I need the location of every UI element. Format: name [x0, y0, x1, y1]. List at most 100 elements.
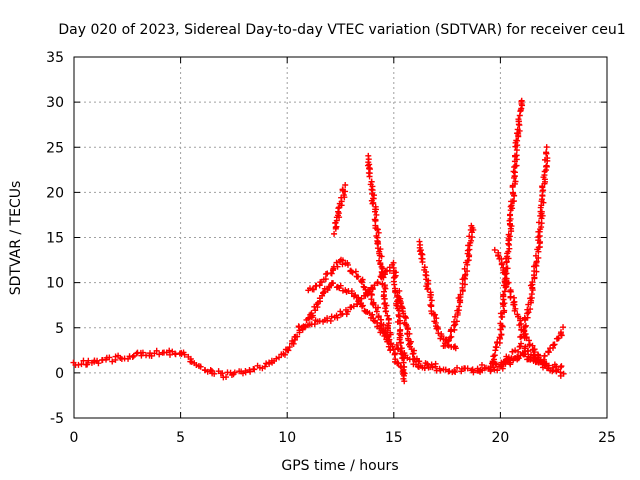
- data-point: [339, 186, 346, 193]
- data-point: [396, 336, 403, 343]
- data-point: [392, 350, 399, 357]
- data-point: [538, 208, 545, 215]
- data-point: [533, 268, 540, 275]
- data-point: [558, 329, 565, 336]
- data-point: [545, 348, 552, 355]
- data-point: [251, 366, 258, 373]
- data-point: [341, 194, 348, 201]
- data-point: [501, 307, 508, 314]
- data-point: [382, 285, 389, 292]
- x-tick-label: 20: [491, 430, 509, 446]
- series-track-b: [305, 256, 408, 378]
- data-point: [298, 325, 305, 332]
- data-point: [391, 281, 398, 288]
- data-point: [506, 212, 513, 219]
- data-point: [294, 333, 301, 340]
- data-point: [369, 311, 376, 318]
- data-point: [521, 351, 528, 358]
- data-point: [461, 265, 468, 272]
- grid: [74, 57, 607, 418]
- data-point: [535, 244, 542, 251]
- data-point: [456, 303, 463, 310]
- data-point: [427, 294, 434, 301]
- data-point: [296, 329, 303, 336]
- data-point: [452, 369, 459, 376]
- data-point: [419, 259, 426, 266]
- data-point: [381, 295, 388, 302]
- x-tick-label: 0: [70, 430, 79, 446]
- data-point: [342, 181, 349, 188]
- data-point: [494, 367, 501, 374]
- data-point: [211, 370, 218, 377]
- data-point: [109, 358, 116, 365]
- series-rise-2: [440, 222, 477, 350]
- data-point: [401, 378, 408, 385]
- data-point: [541, 352, 548, 359]
- data-point: [373, 308, 380, 315]
- data-point: [495, 252, 502, 259]
- data-point: [327, 317, 334, 324]
- data-point: [464, 257, 471, 264]
- data-point: [379, 273, 386, 280]
- data-point: [499, 300, 506, 307]
- data-point: [371, 208, 378, 215]
- data-point: [344, 261, 351, 268]
- data-point: [339, 261, 346, 268]
- data-point: [536, 240, 543, 247]
- data-point: [421, 365, 428, 372]
- data-point: [322, 276, 329, 283]
- data-point: [512, 305, 519, 312]
- y-axis-label: SDTVAR / TECUs: [8, 181, 24, 296]
- data-point: [133, 350, 140, 357]
- data-point: [558, 332, 565, 339]
- series-rise-4: [517, 144, 551, 340]
- data-point: [558, 363, 565, 370]
- data-point: [503, 258, 510, 265]
- data-point: [498, 260, 505, 267]
- data-point: [474, 365, 481, 372]
- data-point: [373, 211, 380, 218]
- data-point: [497, 326, 504, 333]
- data-point: [527, 306, 534, 313]
- y-tick-label: 30: [46, 95, 64, 111]
- data-point: [452, 345, 459, 352]
- data-point: [469, 224, 476, 231]
- data-point: [374, 226, 381, 233]
- data-point: [334, 314, 341, 321]
- data-point: [503, 265, 510, 272]
- data-point: [478, 361, 485, 368]
- axes: [73, 56, 608, 419]
- data-point: [499, 323, 506, 330]
- data-point: [312, 307, 319, 314]
- data-point: [560, 324, 567, 331]
- data-point: [390, 259, 397, 266]
- data-point: [369, 200, 376, 207]
- data-point: [541, 361, 548, 368]
- data-point: [321, 285, 328, 292]
- data-point: [417, 362, 424, 369]
- data-point: [497, 310, 504, 317]
- data-point: [451, 368, 458, 375]
- data-point: [320, 289, 327, 296]
- data-point: [281, 351, 288, 358]
- x-tick-label: 5: [176, 430, 185, 446]
- data-point: [396, 313, 403, 320]
- data-point: [387, 331, 394, 338]
- data-point: [445, 337, 452, 344]
- data-point: [432, 311, 439, 318]
- data-point: [518, 97, 525, 104]
- data-point: [223, 374, 230, 381]
- data-point: [512, 178, 519, 185]
- x-tick-label: 25: [598, 430, 616, 446]
- series-rise-3: [488, 97, 526, 367]
- data-point: [399, 355, 406, 362]
- data-point: [397, 348, 404, 355]
- data-point: [466, 233, 473, 240]
- series-fall-1: [365, 152, 394, 338]
- data-point: [438, 332, 445, 339]
- data-point: [515, 348, 522, 355]
- data-point: [497, 320, 504, 327]
- data-point: [311, 321, 318, 328]
- data-point: [525, 348, 532, 355]
